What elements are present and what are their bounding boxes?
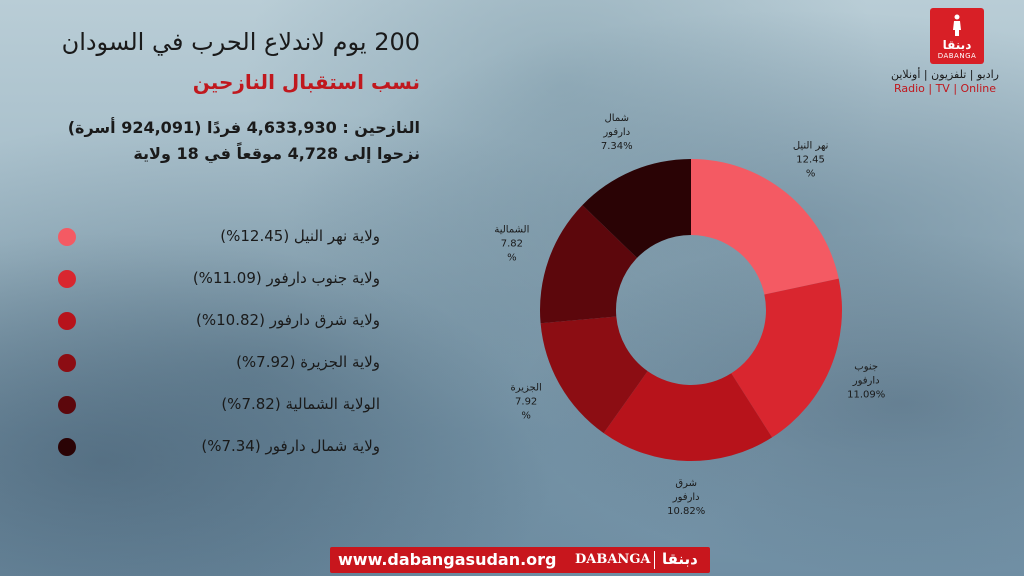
slice-east-darfur	[603, 371, 773, 461]
slice-nahr-alnil	[691, 159, 839, 295]
legend-swatch	[58, 312, 76, 330]
legend-swatch	[58, 228, 76, 246]
legend-label: ولاية شمال دارفور (7.34%)	[201, 437, 380, 455]
dabanga-logo: دبنقا DABANGA	[930, 8, 984, 64]
slice-label-northern: الشمالية 7.82%	[494, 225, 529, 264]
legend-swatch	[58, 354, 76, 372]
slice-south-darfur	[731, 278, 842, 438]
logo-arabic-text: دبنقا	[942, 38, 972, 52]
legend-swatch	[58, 438, 76, 456]
slice-northern	[540, 205, 638, 324]
legend-item: ولاية شرق دارفور (10.82%)	[50, 309, 379, 333]
displaced-count-text: النازحين : 4,633,930 فردًا (924,091 أسرة…	[67, 118, 420, 137]
legend-label: ولاية نهر النيل (12.45%)	[220, 227, 380, 245]
displaced-sites-text: نزحوا إلى 4,728 موقعاً في 18 ولاية	[133, 144, 420, 163]
slice-north-darfur	[582, 159, 691, 258]
legend-swatch	[58, 270, 76, 288]
logo-tagline-arabic: راديو | تلفزيون | أونلاين	[891, 68, 999, 81]
legend-label: الولاية الشمالية (7.82%)	[221, 395, 380, 413]
slice-label-south-darfur: جنوب دارفور 11.09%	[847, 362, 885, 401]
slice-label-north-darfur: شمال دارفور 7.34%	[601, 113, 633, 152]
slice-label-nahr-alnil: نهر النيل 12.45%	[793, 140, 829, 179]
footer-arabic-brand: دبنقا	[662, 550, 698, 568]
legend-label: ولاية جنوب دارفور (11.09%)	[192, 269, 380, 287]
slice-label-east-darfur: شرق دارفور 10.82%	[667, 478, 705, 517]
footer-brand: DABANGA	[575, 552, 651, 567]
footer-divider	[654, 551, 655, 569]
legend-item: الولاية الشمالية (7.82%)	[50, 393, 379, 417]
legend-swatch	[58, 396, 76, 414]
website-url[interactable]: www.dabangasudan.org	[338, 550, 557, 569]
page-title: 200 يوم لاندلاع الحرب في السودان	[61, 28, 420, 56]
logo-english-text: DABANGA	[937, 52, 977, 60]
legend-label: ولاية شرق دارفور (10.82%)	[196, 311, 380, 329]
slice-label-aljazira: الجزيرة 7.92%	[511, 383, 542, 422]
page-subtitle: نسب استقبال النازحين	[192, 70, 420, 94]
footer-banner: www.dabangasudan.org DABANGA دبنقا	[330, 547, 710, 573]
legend-label: ولاية الجزيرة (7.92%)	[236, 353, 380, 371]
legend-item: ولاية جنوب دارفور (11.09%)	[50, 267, 379, 291]
logo-tagline-english: Radio | TV | Online	[893, 82, 997, 95]
legend-item: ولاية نهر النيل (12.45%)	[50, 225, 379, 249]
legend-item: ولاية شمال دارفور (7.34%)	[50, 435, 379, 459]
legend-item: ولاية الجزيرة (7.92%)	[50, 351, 379, 375]
slice-aljazira	[540, 316, 648, 434]
person-icon	[953, 14, 961, 36]
